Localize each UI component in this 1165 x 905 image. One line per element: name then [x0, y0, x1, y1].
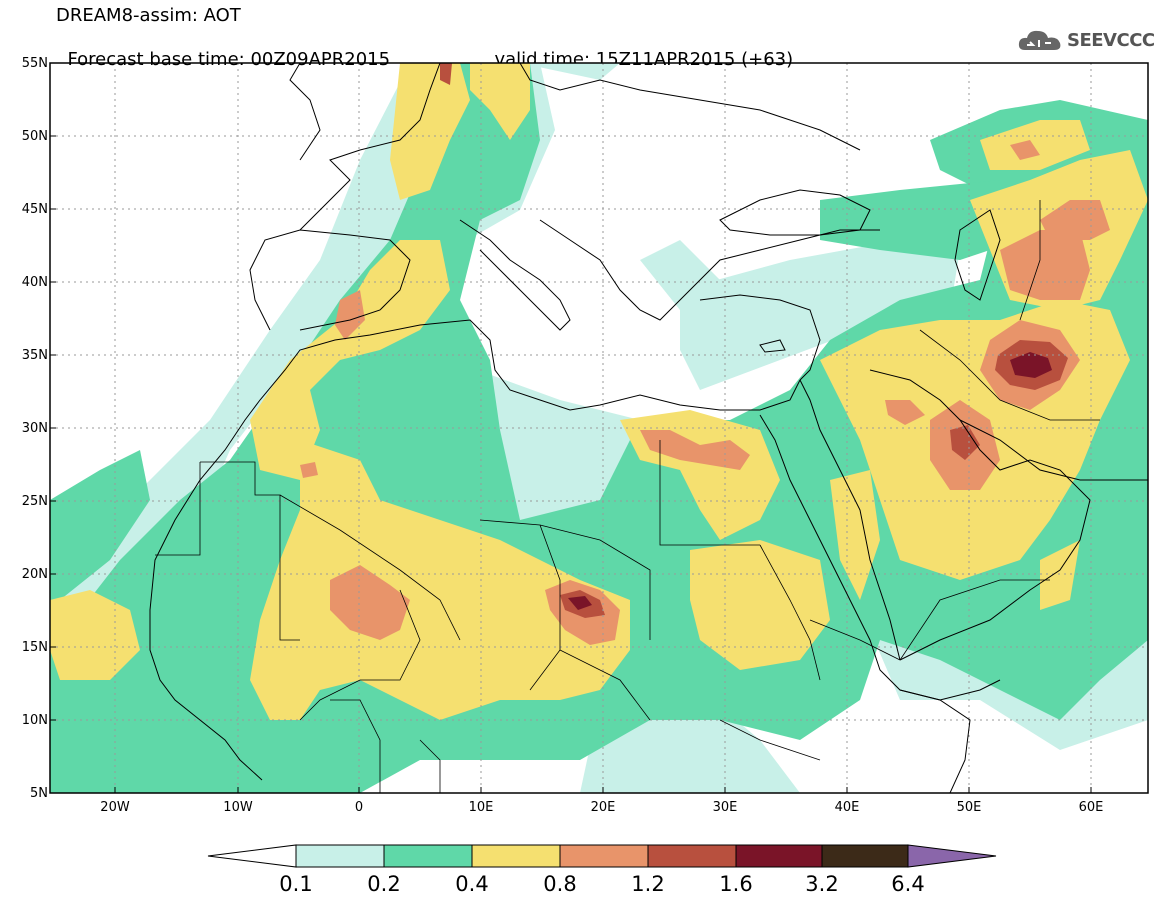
lat-label: 15N	[21, 640, 48, 655]
colorbar-bin	[735, 844, 823, 868]
tick-marks	[50, 135, 1092, 793]
aot-field-1.6-3.2	[568, 352, 1052, 610]
lon-label: 60E	[1078, 800, 1104, 815]
colorbar	[207, 844, 997, 868]
colorbar-high-arrow	[907, 844, 997, 868]
logo-text: SEEVCCC	[1067, 29, 1155, 51]
lon-label: 10E	[468, 800, 494, 815]
colorbar-low-arrow	[207, 844, 297, 868]
lat-label: 20N	[21, 567, 48, 582]
lat-label: 50N	[21, 129, 48, 144]
colorbar-bin	[821, 844, 909, 868]
colorbar-tick-label: 0.1	[279, 872, 313, 896]
colorbar-bin	[383, 844, 473, 868]
colorbar-bin	[647, 844, 737, 868]
lon-label: 20W	[100, 800, 130, 815]
lat-label: 40N	[21, 275, 48, 290]
lon-label: 30E	[712, 800, 738, 815]
map-title: DREAM8-assim: AOT	[56, 5, 241, 26]
aot-field	[50, 63, 1148, 793]
lon-label: 20E	[590, 800, 616, 815]
colorbar-tick-label: 0.4	[455, 872, 489, 896]
seevccc-logo: SEEVCCC	[1017, 26, 1155, 54]
lon-label: 10W	[223, 800, 253, 815]
colorbar-tick-label: 6.4	[891, 872, 925, 896]
base-time-value: 00Z09APR2015	[250, 49, 391, 70]
cloud-icon	[1018, 30, 1061, 50]
colorbar-tick-label: 3.2	[805, 872, 839, 896]
lat-label: 30N	[21, 421, 48, 436]
colorbar-bin	[295, 844, 385, 868]
lon-label: 0	[354, 800, 364, 815]
colorbar-tick-label: 0.2	[367, 872, 401, 896]
lat-label: 35N	[21, 348, 48, 363]
lat-label: 25N	[21, 494, 48, 509]
lat-label: 5N	[30, 786, 48, 801]
lat-label: 55N	[21, 56, 48, 71]
lon-label: 50E	[956, 800, 982, 815]
lat-label: 10N	[21, 713, 48, 728]
colorbar-bin	[559, 844, 649, 868]
grid-lines	[50, 63, 1148, 793]
colorbar-tick-label: 0.8	[543, 872, 577, 896]
coastlines	[149, 63, 1148, 793]
lat-label: 45N	[21, 202, 48, 217]
colorbar-tick-label: 1.2	[631, 872, 665, 896]
lon-label: 40E	[834, 800, 860, 815]
country-borders	[155, 200, 1100, 793]
base-time-label: Forecast base time:	[67, 49, 245, 70]
base-time: Forecast base time: 00Z09APR2015	[56, 30, 390, 70]
valid-time-value: 15Z11APR2015 (+63)	[595, 49, 794, 70]
colorbar-tick-label: 1.6	[719, 872, 753, 896]
colorbar-bin	[471, 844, 561, 868]
